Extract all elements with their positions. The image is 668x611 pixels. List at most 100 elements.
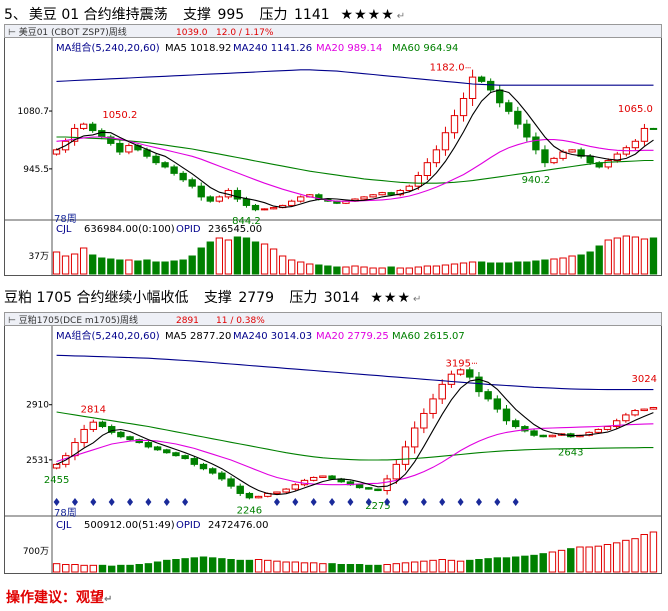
candle-body xyxy=(420,412,428,429)
soybean-chart-svg: ⊢ 美豆01 (CBOT ZSP7)周线 1039.0 12.0 / 1.17% MA… xyxy=(4,24,662,276)
y-tick-label: 2910 xyxy=(26,401,49,411)
volume-bar xyxy=(477,261,486,275)
candle-body xyxy=(622,414,630,422)
volume-bar xyxy=(640,534,648,573)
volume-bar xyxy=(333,266,341,275)
volume-bar xyxy=(475,559,483,573)
volume-bar xyxy=(264,559,272,573)
period-label: 78周 xyxy=(54,507,77,519)
candle-body xyxy=(532,136,540,151)
candle-body xyxy=(269,207,278,210)
signal-diamond-icon xyxy=(475,498,482,506)
volume-bar xyxy=(260,243,269,275)
price-annotation: 940.2 xyxy=(522,175,551,186)
candle-body xyxy=(117,431,125,438)
volume-bar xyxy=(414,266,422,275)
volume-bar xyxy=(441,264,450,275)
volume-bar xyxy=(423,265,432,275)
volume-bar xyxy=(378,267,386,275)
resistance-label: 压力 xyxy=(289,290,318,306)
candle-body xyxy=(199,463,208,470)
instrument-name: ⊢ 美豆01 (CBOT ZSP7)周线 xyxy=(8,26,127,38)
volume-bar xyxy=(309,562,318,573)
signal-diamond-icon xyxy=(347,498,354,506)
ma5-line xyxy=(56,89,654,208)
volume-bar xyxy=(273,560,281,573)
volume-bar xyxy=(126,564,134,573)
candle-body xyxy=(152,155,160,164)
volume-bar xyxy=(179,259,187,275)
candle-body xyxy=(79,123,88,129)
volume-bar xyxy=(71,564,79,573)
ma-legend-item: MA5 2877.20 xyxy=(165,331,231,342)
price-change: 11 / 0.38% xyxy=(216,316,265,326)
volume-bar xyxy=(396,267,404,275)
volume-bar xyxy=(622,539,630,573)
volume-bar xyxy=(98,257,106,275)
volume-bar xyxy=(315,264,323,275)
volume-bar xyxy=(79,247,88,275)
candle-body xyxy=(505,102,513,112)
volume-bar xyxy=(152,261,160,275)
chart-title-bar xyxy=(4,312,662,326)
candle-body xyxy=(242,198,251,206)
support-label: 支撑 xyxy=(203,290,232,306)
volume-bar xyxy=(254,559,263,573)
signal-diamond-icon xyxy=(53,498,60,506)
volume-bar xyxy=(521,555,529,573)
candle-body xyxy=(236,485,244,494)
volume-bar xyxy=(649,237,658,275)
price-annotation: 2246 xyxy=(237,505,262,516)
ma240-line xyxy=(56,69,654,86)
volume-bar xyxy=(117,564,125,573)
volume-bar xyxy=(577,254,585,275)
y-tick-label: 1080.7 xyxy=(18,107,50,117)
volume-value: 500912.00(51:49) xyxy=(84,520,175,531)
volume-bar xyxy=(337,564,345,573)
candle-body xyxy=(459,98,468,117)
candle-body xyxy=(541,149,549,164)
candle-body xyxy=(163,449,171,454)
volume-bar xyxy=(282,561,290,573)
candle-body xyxy=(80,428,88,444)
opid-label: OPID xyxy=(176,520,201,531)
heading-soybean: 5、 美豆 01 合约维持震荡 支撑 995 压力 1141 ★ ★ ★ ★ ↵ xyxy=(4,4,407,24)
volume-bar xyxy=(459,262,468,275)
volume-bar xyxy=(550,258,558,275)
volume-bar xyxy=(502,557,511,573)
volume-bar xyxy=(107,258,115,275)
resistance-value: 1141 xyxy=(294,7,330,23)
volume-bar xyxy=(541,259,549,275)
volume-bar xyxy=(288,259,296,275)
return-mark-icon: ↵ xyxy=(396,11,406,22)
volume-bar xyxy=(328,563,336,573)
signal-diamond-icon xyxy=(402,498,409,506)
candle-body xyxy=(603,426,612,430)
volume-bar xyxy=(161,261,169,275)
candle-body xyxy=(401,446,410,465)
signal-diamond-icon xyxy=(512,498,519,506)
volume-bar xyxy=(401,562,410,573)
candle-body xyxy=(612,420,621,428)
candle-body xyxy=(640,408,648,412)
star-icon: ★ xyxy=(383,290,397,306)
volume-caption: CJL xyxy=(56,224,72,235)
candle-body xyxy=(254,495,263,499)
volume-bar xyxy=(80,564,88,573)
volume-bar xyxy=(52,251,61,275)
ma-legend-item: MA240 1141.26 xyxy=(233,43,312,54)
volume-bar xyxy=(640,238,649,275)
candle-body xyxy=(484,391,492,400)
volume-bar xyxy=(576,546,584,573)
volume-bar xyxy=(208,557,217,573)
volume-bar xyxy=(559,257,567,275)
volume-bar xyxy=(227,559,235,573)
volume-bar xyxy=(530,554,538,573)
candle-body xyxy=(170,166,178,174)
volume-tick-label: 37万 xyxy=(29,252,49,262)
price-annotation: 2275 xyxy=(365,501,390,512)
volume-bar xyxy=(496,262,504,275)
candle-body xyxy=(233,189,242,200)
signal-diamond-icon xyxy=(329,498,336,506)
volume-bar xyxy=(135,564,143,573)
